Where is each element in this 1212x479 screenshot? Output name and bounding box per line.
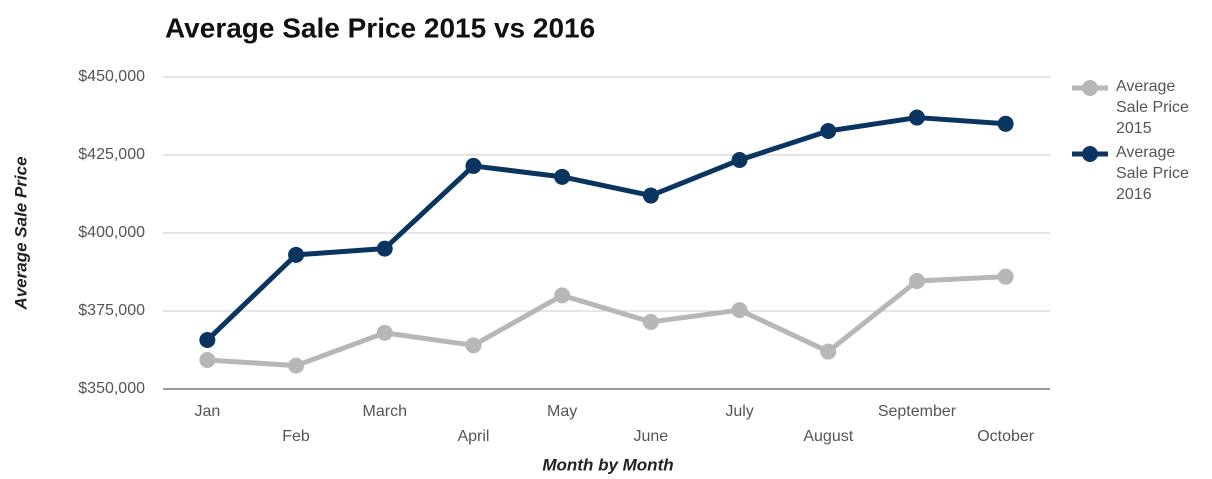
data-point bbox=[820, 122, 837, 139]
legend-swatch bbox=[1072, 146, 1108, 162]
data-point bbox=[820, 343, 837, 360]
x-tick-label: Jan bbox=[194, 403, 220, 420]
y-tick-label: $375,000 bbox=[78, 302, 145, 319]
y-tick-label: $450,000 bbox=[78, 68, 145, 85]
data-point bbox=[376, 324, 393, 341]
legend-label: Average Sale Price 2015 bbox=[1116, 78, 1189, 137]
x-tick-label: April bbox=[457, 428, 489, 445]
data-point bbox=[554, 168, 571, 185]
x-tick-label: June bbox=[633, 428, 668, 445]
y-tick-label: $350,000 bbox=[78, 380, 145, 397]
data-point bbox=[465, 337, 482, 354]
x-tick-label: March bbox=[363, 403, 407, 420]
data-point bbox=[199, 351, 216, 368]
data-point bbox=[908, 273, 925, 290]
data-point bbox=[731, 151, 748, 168]
legend: Average Sale Price 2015 Average Sale Pric… bbox=[1070, 76, 1210, 208]
data-point bbox=[997, 268, 1014, 285]
x-tick-label: August bbox=[803, 428, 853, 445]
series-line bbox=[205, 115, 1006, 342]
legend-swatch bbox=[1072, 80, 1108, 96]
data-point bbox=[376, 240, 393, 257]
x-tick-label: May bbox=[547, 403, 577, 420]
legend-label: Average Sale Price 2016 bbox=[1116, 144, 1189, 203]
legend-item: Average Sale Price 2016 bbox=[1070, 142, 1200, 205]
data-point bbox=[908, 109, 925, 126]
data-point bbox=[465, 157, 482, 174]
x-tick-label: September bbox=[878, 403, 957, 420]
x-tick-label: October bbox=[977, 428, 1035, 445]
x-axis-label: Month by Month bbox=[542, 455, 673, 474]
x-tick-label: July bbox=[725, 403, 753, 420]
data-point bbox=[288, 246, 305, 263]
data-point bbox=[642, 313, 659, 330]
y-axis-label: Average Sale Price bbox=[11, 156, 30, 310]
data-point bbox=[642, 187, 659, 204]
chart-title: Average Sale Price 2015 vs 2016 bbox=[165, 12, 595, 43]
legend-item: Average Sale Price 2015 bbox=[1070, 76, 1200, 139]
legend-marker bbox=[1082, 146, 1098, 162]
series-line bbox=[207, 274, 1006, 369]
data-point bbox=[554, 287, 571, 304]
data-point bbox=[288, 357, 305, 374]
data-point bbox=[199, 332, 216, 349]
x-tick-label: Feb bbox=[282, 428, 310, 445]
data-point bbox=[731, 302, 748, 319]
y-tick-label: $400,000 bbox=[78, 224, 145, 241]
y-tick-label: $425,000 bbox=[78, 146, 145, 163]
legend-marker bbox=[1082, 80, 1098, 96]
data-point bbox=[997, 115, 1014, 132]
